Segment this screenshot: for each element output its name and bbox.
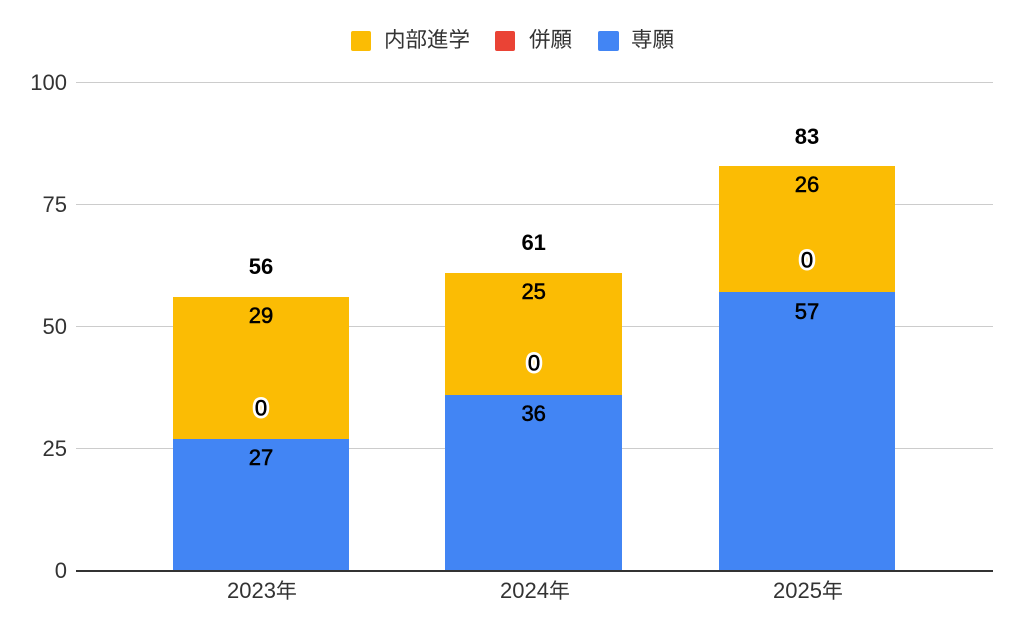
svg-text:0: 0	[801, 248, 813, 273]
svg-text:0: 0	[801, 248, 813, 273]
svg-text:2023: 2023	[227, 578, 276, 603]
svg-text:2025: 2025	[773, 578, 822, 603]
svg-text:0: 0	[255, 395, 267, 420]
svg-text:0: 0	[255, 395, 267, 420]
svg-text:0: 0	[528, 350, 540, 375]
svg-text:0: 0	[528, 350, 540, 375]
svg-text:2024: 2024	[500, 578, 549, 603]
